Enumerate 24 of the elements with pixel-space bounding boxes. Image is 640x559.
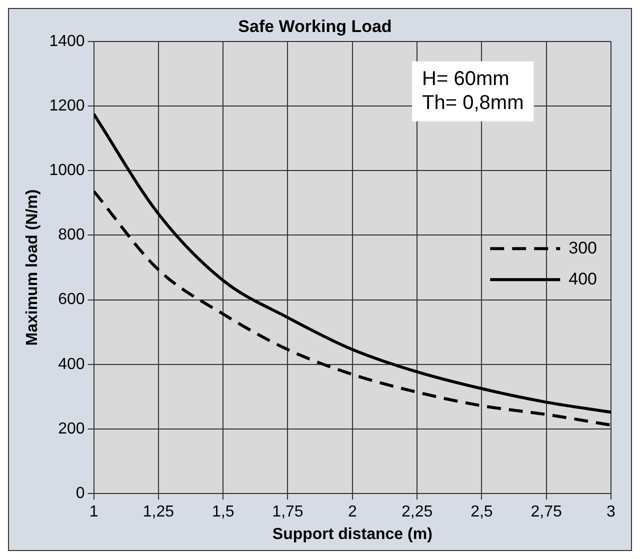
y-axis-title: Maximum load (N/m)	[24, 189, 42, 346]
annotation: Th= 0,8mm	[422, 92, 524, 114]
legend-label: 400	[568, 269, 598, 288]
x-tick-label: 1,5	[212, 504, 234, 521]
x-tick-label: 1	[89, 504, 98, 521]
x-tick-label: 2,25	[401, 504, 433, 521]
y-tick-label: 1400	[49, 32, 85, 50]
y-tick-label: 1200	[49, 97, 85, 114]
legend-label: 300	[568, 238, 598, 258]
chart-title: Safe Working Load	[238, 16, 392, 36]
x-tick-label: 3	[606, 504, 616, 521]
y-tick-label: 400	[58, 356, 85, 373]
x-tick-label: 2,5	[470, 504, 493, 521]
x-tick-label: 1,75	[272, 504, 304, 521]
x-tick-label: 2,75	[530, 504, 562, 521]
y-tick-label: 1000	[49, 162, 85, 180]
x-tick-label: 1,25	[142, 504, 174, 521]
y-tick-label: 200	[58, 420, 85, 438]
y-tick-label: 800	[58, 226, 85, 244]
y-tick-label: 0	[76, 485, 85, 502]
x-axis-title: Support distance (m)	[272, 526, 432, 543]
annotation: H= 60mm	[422, 68, 510, 90]
y-tick-label: 600	[58, 291, 85, 308]
x-tick-label: 2	[348, 504, 357, 521]
